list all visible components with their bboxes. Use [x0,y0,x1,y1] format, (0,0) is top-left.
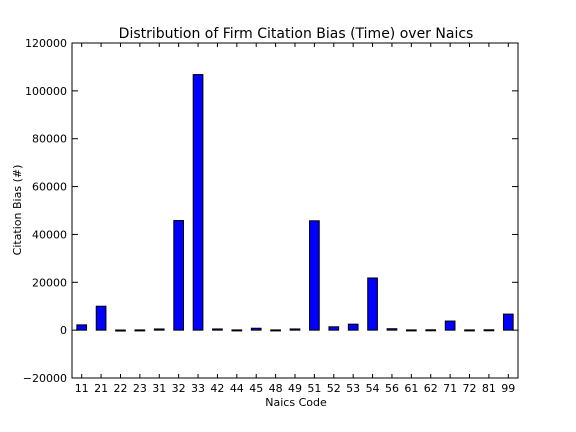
x-tick-label: 48 [269,382,283,395]
x-tick-label: 54 [366,382,380,395]
x-tick-label: 32 [172,382,186,395]
y-tick-label: 20000 [32,276,67,289]
bar-42 [213,329,223,330]
y-tick-label: 80000 [32,133,67,146]
x-axis-label: Naics Code [265,396,327,409]
y-tick-label: 60000 [32,181,67,194]
x-tick-label: 99 [501,382,515,395]
bar-33 [193,75,203,331]
bar-11 [77,325,87,330]
bar-72 [465,330,475,331]
bar-21 [96,306,106,330]
x-tick-label: 71 [443,382,457,395]
x-tick-label: 44 [230,382,244,395]
x-tick-label: 33 [191,382,205,395]
x-tick-label: 45 [249,382,263,395]
bar-31 [154,329,164,330]
bar-81 [484,330,494,331]
y-ticks: −20000 0 20000 40000 60000 80000 100000 120000 [23,37,518,385]
bar-45 [251,328,261,330]
bars-group [77,75,513,331]
bar-99 [503,314,513,330]
x-tick-label: 42 [210,382,224,395]
bar-52 [329,327,339,330]
x-tick-label: 23 [133,382,147,395]
bar-62 [426,330,436,331]
x-ticks: 11 21 22 23 31 32 33 42 44 45 48 49 51 52 53 54 56 61 62 71… [75,43,516,395]
y-tick-label: −20000 [23,372,67,385]
x-tick-label: 51 [307,382,321,395]
bar-71 [445,321,455,330]
bar-56 [387,329,397,330]
x-tick-label: 72 [463,382,477,395]
bar-49 [290,329,300,330]
y-axis-label: Citation Bias (#) [11,165,24,256]
bar-51 [310,221,320,330]
chart-title: Distribution of Firm Citation Bias (Time… [119,26,474,42]
x-tick-label: 49 [288,382,302,395]
y-tick-label: 100000 [25,85,67,98]
y-tick-label: 0 [60,324,67,337]
y-tick-label: 120000 [25,37,67,50]
x-tick-label: 52 [327,382,341,395]
y-tick-label: 40000 [32,228,67,241]
bar-23 [135,330,145,331]
bar-61 [407,330,417,331]
x-tick-label: 31 [152,382,166,395]
x-tick-label: 81 [482,382,496,395]
bar-44 [232,330,242,331]
x-tick-label: 62 [424,382,438,395]
bar-54 [368,278,378,330]
x-tick-label: 56 [385,382,399,395]
bar-48 [271,330,281,331]
bar-22 [116,330,126,331]
bar-53 [348,324,358,330]
x-tick-label: 53 [346,382,360,395]
bar-32 [174,221,184,331]
x-tick-label: 21 [94,382,108,395]
x-tick-label: 11 [75,382,89,395]
x-tick-label: 61 [404,382,418,395]
x-tick-label: 22 [113,382,127,395]
